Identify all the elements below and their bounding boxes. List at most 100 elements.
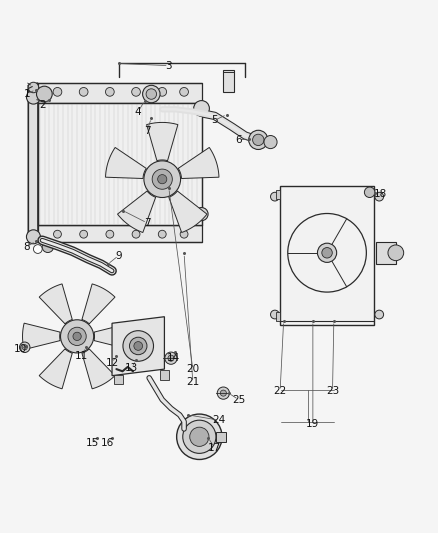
Text: 23: 23 (326, 386, 339, 396)
Text: 5: 5 (211, 115, 218, 125)
Bar (114, 375, 123, 384)
Circle shape (143, 85, 160, 103)
Bar (376, 242, 396, 264)
Circle shape (53, 87, 62, 96)
Circle shape (180, 87, 188, 96)
Circle shape (195, 207, 208, 221)
Circle shape (318, 243, 337, 262)
Text: 16: 16 (101, 438, 114, 448)
Bar (38, 103, 201, 225)
Circle shape (271, 310, 279, 319)
Polygon shape (147, 123, 178, 160)
Circle shape (249, 130, 268, 149)
Circle shape (165, 352, 177, 364)
Circle shape (388, 245, 404, 261)
Circle shape (177, 414, 222, 459)
Circle shape (271, 192, 279, 201)
Circle shape (19, 342, 30, 352)
Text: 2: 2 (39, 100, 46, 110)
Circle shape (28, 82, 39, 93)
Circle shape (79, 87, 88, 96)
Circle shape (364, 187, 375, 198)
Text: 3: 3 (166, 61, 172, 71)
Circle shape (190, 427, 209, 446)
Bar (280, 185, 374, 326)
Circle shape (168, 355, 174, 361)
Circle shape (132, 230, 140, 238)
Circle shape (152, 169, 172, 189)
Polygon shape (94, 323, 132, 350)
Circle shape (73, 332, 81, 341)
Text: 14: 14 (166, 353, 180, 363)
Polygon shape (169, 191, 207, 232)
Text: 19: 19 (306, 419, 319, 429)
Circle shape (253, 134, 264, 146)
Polygon shape (82, 349, 115, 389)
Text: 6: 6 (235, 135, 242, 145)
Circle shape (134, 342, 143, 350)
Circle shape (132, 87, 141, 96)
Polygon shape (178, 148, 219, 179)
Text: 1: 1 (24, 89, 30, 99)
Circle shape (146, 89, 156, 99)
Circle shape (264, 135, 277, 149)
Circle shape (33, 245, 42, 253)
Circle shape (183, 420, 216, 454)
Circle shape (158, 230, 166, 238)
Circle shape (106, 230, 114, 238)
Circle shape (194, 101, 209, 116)
Text: 21: 21 (186, 377, 199, 387)
Circle shape (22, 345, 27, 350)
Bar (216, 432, 226, 442)
Text: 25: 25 (232, 394, 245, 405)
Circle shape (158, 87, 166, 96)
Circle shape (217, 387, 230, 399)
Circle shape (375, 310, 384, 319)
Circle shape (106, 87, 114, 96)
Bar (223, 70, 234, 92)
Bar (276, 312, 280, 321)
Text: 9: 9 (115, 251, 122, 261)
Circle shape (42, 241, 53, 253)
Circle shape (36, 86, 52, 102)
Text: 15: 15 (86, 438, 99, 448)
Polygon shape (39, 349, 72, 389)
Text: 7: 7 (144, 126, 150, 136)
Circle shape (130, 337, 147, 354)
Bar (160, 370, 169, 380)
Circle shape (123, 330, 153, 361)
Text: 20: 20 (186, 364, 199, 374)
Circle shape (53, 230, 61, 238)
Polygon shape (28, 83, 38, 243)
Text: 4: 4 (135, 107, 141, 117)
Text: 11: 11 (75, 351, 88, 361)
Polygon shape (106, 148, 146, 179)
Circle shape (158, 175, 167, 184)
Circle shape (68, 327, 86, 345)
Polygon shape (22, 323, 60, 350)
Polygon shape (39, 284, 72, 324)
Text: 7: 7 (144, 218, 150, 228)
Text: 18: 18 (374, 189, 387, 199)
Circle shape (26, 90, 40, 104)
Polygon shape (38, 83, 201, 103)
Text: 12: 12 (106, 358, 119, 368)
Circle shape (80, 230, 88, 238)
Circle shape (144, 161, 180, 198)
Bar (276, 190, 280, 199)
Circle shape (375, 192, 384, 201)
Text: 17: 17 (208, 443, 221, 453)
Polygon shape (112, 317, 164, 376)
Circle shape (322, 247, 332, 258)
Polygon shape (82, 284, 115, 324)
Polygon shape (117, 191, 155, 232)
Text: 10: 10 (14, 344, 27, 354)
Circle shape (220, 390, 226, 396)
Circle shape (26, 230, 40, 244)
Text: 8: 8 (24, 242, 30, 252)
Circle shape (180, 230, 188, 238)
Polygon shape (38, 225, 201, 243)
Text: 24: 24 (212, 415, 226, 425)
Circle shape (60, 320, 94, 353)
Text: 22: 22 (273, 386, 287, 396)
